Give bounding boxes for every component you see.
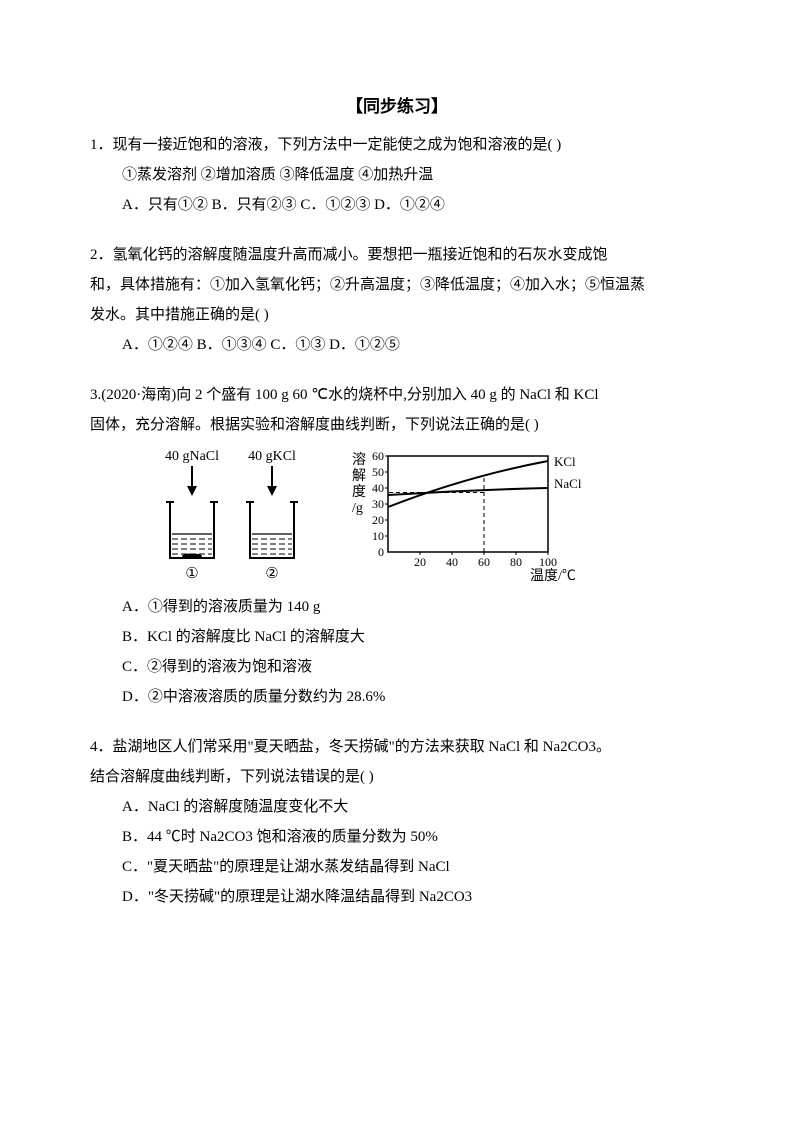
beaker2-label: 40 gKCl — [248, 449, 296, 464]
q1-methods: ①蒸发溶剂 ②增加溶质 ③降低温度 ④加热升温 — [90, 160, 704, 190]
q3-optC: C．②得到的溶液为饱和溶液 — [90, 652, 704, 682]
q3-optD: D．②中溶液溶质的质量分数约为 28.6% — [90, 682, 704, 712]
chart-ylabel-2: 解 — [352, 468, 366, 484]
q3-optA: A．①得到的溶液质量为 140 g — [90, 592, 704, 622]
q2-line3: 发水。其中措施正确的是( ) — [90, 300, 704, 330]
chart-xlabel: 温度/℃ — [530, 568, 576, 584]
chart-nacl-label: NaCl — [554, 476, 582, 491]
chart-ylabel-1: 溶 — [352, 452, 366, 468]
q2-options: A．①②④ B．①③④ C．①③ D．①②⑤ — [90, 330, 704, 360]
q3-optB: B．KCl 的溶解度比 NaCl 的溶解度大 — [90, 622, 704, 652]
xtick-40: 40 — [446, 555, 458, 569]
ytick-30: 30 — [372, 497, 384, 511]
chart-kcl-label: KCl — [554, 454, 576, 469]
q2-line1: 2．氢氧化钙的溶解度随温度升高而减小。要想把一瓶接近饱和的石灰水变成饱 — [90, 240, 704, 270]
ytick-20: 20 — [372, 513, 384, 527]
beaker1-num: ① — [185, 566, 198, 582]
question-2: 2．氢氧化钙的溶解度随温度升高而减小。要想把一瓶接近饱和的石灰水变成饱 和，具体… — [90, 240, 704, 360]
beakers-diagram: 40 gNaCl 40 gKCl — [150, 446, 320, 586]
q4-optB: B．44 ℃时 Na2CO3 饱和溶液的质量分数为 50% — [90, 822, 704, 852]
q4-optA: A．NaCl 的溶解度随温度变化不大 — [90, 792, 704, 822]
beaker1-label: 40 gNaCl — [165, 449, 219, 464]
ytick-60: 60 — [372, 449, 384, 463]
q3-line2: 固体，充分溶解。根据实验和溶解度曲线判断，下列说法正确的是( ) — [90, 410, 704, 440]
chart-ylabel-unit: /g — [352, 501, 363, 516]
q1-options: A．只有①② B．只有②③ C．①②③ D．①②④ — [90, 190, 704, 220]
ytick-50: 50 — [372, 465, 384, 479]
ytick-10: 10 — [372, 529, 384, 543]
q3-diagram: 40 gNaCl 40 gKCl — [150, 446, 704, 586]
q3-line1: 3.(2020·海南)向 2 个盛有 100 g 60 ℃水的烧杯中,分别加入 … — [90, 380, 704, 410]
q4-optD: D．"冬天捞碱"的原理是让湖水降温结晶得到 Na2CO3 — [90, 882, 704, 912]
ytick-0: 0 — [378, 545, 384, 559]
question-1: 1．现有一接近饱和的溶液，下列方法中一定能使之成为饱和溶液的是( ) ①蒸发溶剂… — [90, 130, 704, 220]
q1-prompt: 1．现有一接近饱和的溶液，下列方法中一定能使之成为饱和溶液的是( ) — [90, 130, 704, 160]
solubility-chart: 溶 解 度 /g 60 50 40 30 20 10 0 20 40 60 80 — [330, 446, 610, 586]
q2-line2: 和，具体措施有：①加入氢氧化钙；②升高温度；③降低温度；④加入水；⑤恒温蒸 — [90, 270, 704, 300]
q4-line2: 结合溶解度曲线判断，下列说法错误的是( ) — [90, 762, 704, 792]
q4-line1: 4．盐湖地区人们常采用"夏天晒盐，冬天捞碱"的方法来获取 NaCl 和 Na2C… — [90, 732, 704, 762]
question-4: 4．盐湖地区人们常采用"夏天晒盐，冬天捞碱"的方法来获取 NaCl 和 Na2C… — [90, 732, 704, 912]
xtick-80: 80 — [510, 555, 522, 569]
question-3: 3.(2020·海南)向 2 个盛有 100 g 60 ℃水的烧杯中,分别加入 … — [90, 380, 704, 712]
xtick-100: 100 — [539, 555, 557, 569]
q4-optC: C．"夏天晒盐"的原理是让湖水蒸发结晶得到 NaCl — [90, 852, 704, 882]
chart-ylabel-3: 度 — [352, 484, 366, 500]
page-title: 【同步练习】 — [90, 90, 704, 124]
beaker2-num: ② — [265, 566, 278, 582]
xtick-20: 20 — [414, 555, 426, 569]
xtick-60: 60 — [478, 555, 490, 569]
ytick-40: 40 — [372, 481, 384, 495]
